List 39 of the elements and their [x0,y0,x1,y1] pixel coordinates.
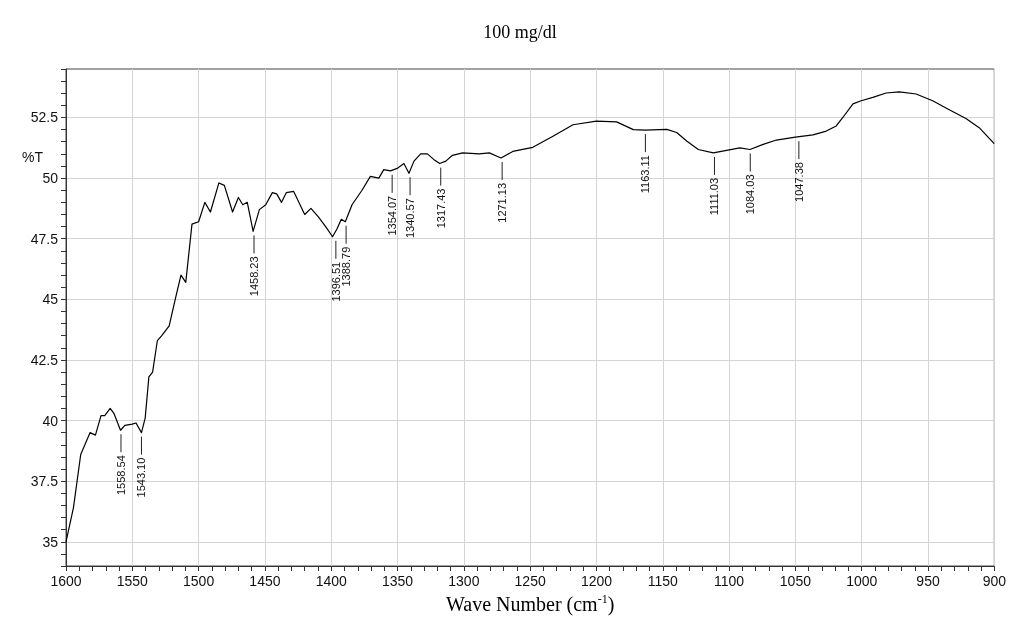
annotation: 1543.10 [135,457,148,498]
annotation: 1558.54 [114,455,127,495]
annotation: 1084.03 [744,174,757,215]
y-tick-label: 42.5 [30,351,59,368]
y-tick-label: 47.5 [30,230,59,247]
x-tick-label: 950 [916,573,940,589]
annotation: 1317.43 [434,188,447,229]
x-tick-label: 1250 [514,573,546,589]
annotation: 1396.51 [329,261,342,302]
y-tick-label: 50 [42,170,59,187]
annotation: 1047.38 [792,162,805,202]
x-tick-label: 1400 [315,573,348,589]
y-tick-label: 52.5 [30,109,59,126]
x-tick-label: 900 [982,573,1007,589]
x-tick-label: 1200 [580,573,613,589]
x-tick-label: 1450 [249,573,281,589]
annotation: 1271.13 [496,182,509,223]
x-tick-label: 1150 [647,573,679,589]
annotation: 1388.79 [340,246,353,287]
y-tick-label: 35 [42,533,59,550]
x-tick-label: 1050 [779,573,812,589]
annotation: 1458.23 [248,256,261,297]
chart-title: 100 mg/dl [483,22,557,42]
x-tick-label: 1550 [116,573,149,589]
x-tick-label: 1500 [183,573,215,589]
x-tick-label: 1300 [448,573,480,589]
x-tick-label: 1100 [714,573,745,589]
line-series [65,91,995,543]
x-tick-label: 1350 [381,573,414,589]
x-tick-label: 1000 [846,573,878,589]
annotation: 1354.07 [386,195,399,236]
annotation: 1340.57 [404,198,417,239]
annotation: 1111.03 [708,177,721,216]
y-tick-label: 40 [42,412,59,429]
annotation: 1163.11 [639,155,652,194]
x-tick-label: 1600 [50,573,82,589]
y-axis-title: %T [22,149,44,165]
y-tick-label: 45 [42,291,59,308]
y-tick-label: 37.5 [30,473,59,490]
